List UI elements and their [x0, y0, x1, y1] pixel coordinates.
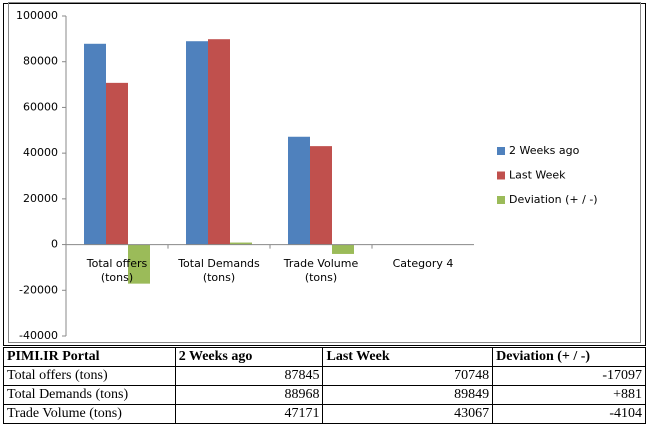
- legend-swatch: [497, 196, 505, 204]
- bar: [84, 43, 106, 245]
- legend-label: 2 Weeks ago: [509, 144, 580, 157]
- table-cell: Total offers (tons): [3, 366, 176, 386]
- table-cell: 47171: [174, 404, 324, 424]
- header-cell: PIMI.IR Portal: [3, 347, 176, 367]
- bar: [106, 82, 128, 245]
- y-tick-label: 80000: [23, 55, 58, 68]
- bar: [310, 146, 332, 245]
- table-row: Total Demands (tons) 88968 89849 +881: [3, 385, 646, 405]
- header-cell: Deviation (+ / -): [492, 347, 646, 367]
- table-cell: Trade Volume (tons): [3, 404, 176, 424]
- bar: [332, 244, 354, 254]
- bar: [288, 136, 310, 245]
- y-tick-label: -40000: [19, 329, 58, 342]
- header-cell: 2 Weeks ago: [174, 347, 324, 367]
- legend-label: Deviation (+ / -): [509, 193, 598, 206]
- table-cell: Total Demands (tons): [3, 385, 176, 405]
- table-row: Trade Volume (tons) 47171 43067 -4104: [3, 404, 646, 424]
- chart-frame: [3, 3, 646, 346]
- y-tick-label: 0: [51, 238, 58, 251]
- table-row: Total offers (tons) 87845 70748 -17097: [3, 366, 646, 386]
- legend-label: Last Week: [509, 169, 566, 182]
- table-cell: 88968: [174, 385, 324, 405]
- data-table: PIMI.IR Portal 2 Weeks ago Last Week Deviat…: [3, 347, 646, 424]
- table-cell: 87845: [174, 366, 324, 386]
- table-cell: 70748: [322, 366, 494, 386]
- x-tick-label: Category 4: [392, 256, 454, 270]
- table-cell: -4104: [492, 404, 646, 424]
- bar: [186, 41, 208, 245]
- table-cell: 43067: [322, 404, 494, 424]
- bar: [230, 242, 252, 245]
- bar: [208, 39, 230, 245]
- legend-swatch: [497, 147, 505, 155]
- bar: [128, 244, 150, 284]
- table-cell: 89849: [322, 385, 494, 405]
- x-tick-label: Trade Volume (tons): [283, 256, 359, 284]
- table-cell: -17097: [492, 366, 646, 386]
- table-cell: +881: [492, 385, 646, 405]
- legend-swatch: [497, 171, 505, 180]
- header-cell: Last Week: [322, 347, 494, 367]
- y-tick-label: -20000: [19, 283, 58, 296]
- plot-frame: [8, 2, 641, 343]
- y-tick-label: 100000: [16, 9, 58, 22]
- x-tick-label: Total Demands (tons): [178, 256, 260, 284]
- y-tick-label: 20000: [23, 192, 58, 205]
- y-tick-label: 60000: [23, 100, 58, 113]
- y-tick-label: 40000: [23, 146, 58, 159]
- table-header-row: PIMI.IR Portal 2 Weeks ago Last Week Deviat…: [3, 347, 646, 367]
- x-tick-label: Total offers (tons): [86, 256, 148, 284]
